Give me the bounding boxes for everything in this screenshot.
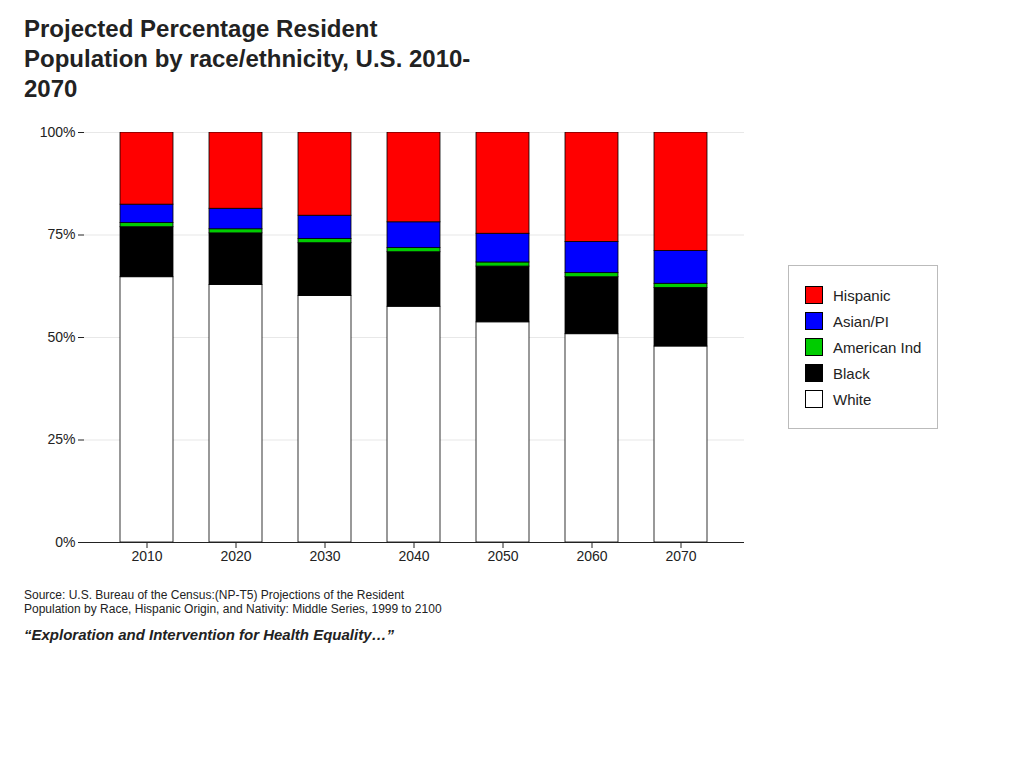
html-text:2070: 2070 — [24, 75, 78, 102]
html-text:Population by race/ethnicity,: Population by race/ethnicity, U.S. 2010- — [24, 45, 471, 72]
html-text:American Ind: American Ind — [833, 338, 922, 356]
html-text:Projected Percentage Resident: Projected Percentage Resident — [24, 15, 378, 42]
html-text:Asian/PI: Asian/PI — [833, 312, 889, 330]
svg-text:2060: 2060 — [576, 548, 607, 564]
svg-text:0%: 0% — [55, 534, 75, 550]
svg-text:2050: 2050 — [487, 548, 518, 564]
svg-text:25%: 25% — [47, 431, 75, 447]
svg-text:2010: 2010 — [131, 548, 162, 564]
html-text:White: White — [833, 390, 872, 408]
svg-text:2020: 2020 — [220, 548, 251, 564]
html-text:Black: Black — [833, 364, 870, 382]
html-text:Source: U.S. Bureau of the Cen: Source: U.S. Bureau of the Census:(NP-T5… — [24, 588, 442, 616]
svg-text:2070: 2070 — [665, 548, 696, 564]
svg-text:50%: 50% — [47, 329, 75, 345]
svg-text:2030: 2030 — [309, 548, 340, 564]
svg-text:2040: 2040 — [398, 548, 429, 564]
svg-text:75%: 75% — [47, 226, 75, 242]
html-text:“Exploration and Intervention: “Exploration and Intervention for Health… — [24, 626, 394, 643]
html-text:Hispanic: Hispanic — [833, 286, 891, 304]
svg-text:100%: 100% — [40, 124, 76, 140]
